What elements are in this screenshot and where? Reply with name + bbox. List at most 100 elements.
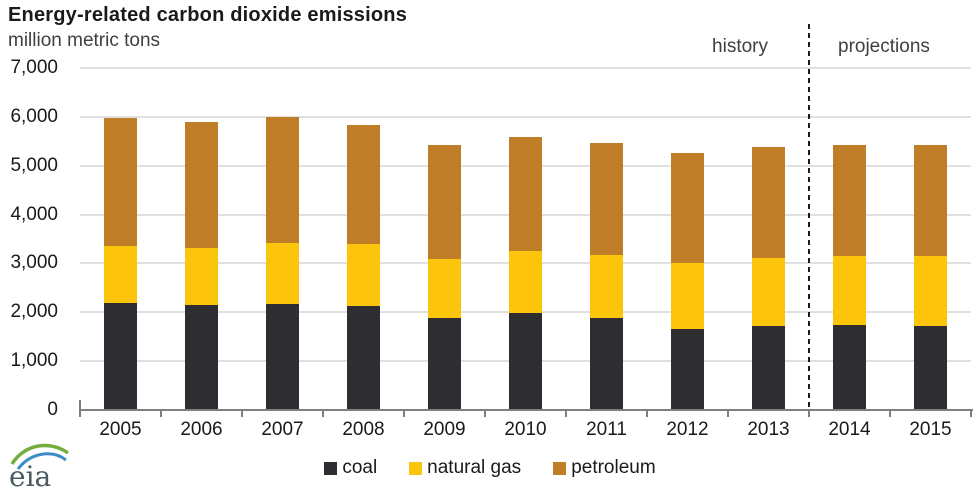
- bar-segment-coal-2006: [185, 305, 218, 410]
- x-axis-label-2006: 2006: [180, 419, 223, 440]
- eia-logo-text: eia: [9, 460, 51, 490]
- stacked-bar-2013: [752, 146, 785, 410]
- bar-segment-petroleum-2010: [509, 136, 542, 251]
- y-axis-label-5000: 5,000: [10, 154, 58, 176]
- history-label: history: [712, 36, 768, 57]
- legend-item-petroleum: petroleum: [553, 457, 656, 479]
- gridline-7000: [80, 67, 971, 69]
- bar-segment-coal-2009: [428, 318, 461, 410]
- x-axis-label-2015: 2015: [909, 419, 952, 440]
- stacked-bar-2006: [185, 121, 218, 410]
- bar-segment-coal-2013: [752, 326, 785, 410]
- bar-segment-natural-gas-2013: [752, 258, 785, 327]
- bar-segment-coal-2014: [833, 324, 866, 410]
- legend-swatch-petroleum: [553, 461, 567, 475]
- y-axis-label-2000: 2,000: [10, 301, 58, 323]
- bar-segment-natural-gas-2010: [509, 250, 542, 314]
- x-axis-line: [79, 409, 973, 411]
- bar-slot-2014: [809, 68, 890, 410]
- eia-logo-green-arc: [10, 443, 70, 465]
- x-axis-tick-5: [484, 411, 486, 417]
- bar-segment-natural-gas-2006: [185, 248, 218, 306]
- plot-area: [80, 67, 971, 410]
- stacked-bar-2009: [428, 145, 461, 410]
- x-axis-tick-2: [241, 411, 243, 417]
- y-axis-label-6000: 6,000: [10, 105, 58, 127]
- bar-segment-natural-gas-2005: [104, 245, 137, 304]
- stacked-bar-2005: [104, 117, 137, 410]
- eia-logo-graphic: eia: [9, 443, 70, 492]
- bar-slot-2012: [647, 68, 728, 410]
- bar-segment-coal-2012: [671, 329, 704, 410]
- legend-label-natural-gas: natural gas: [427, 457, 522, 478]
- x-axis-label-2007: 2007: [261, 419, 304, 440]
- bar-segment-coal-2007: [266, 303, 299, 410]
- x-axis-label-2011: 2011: [586, 419, 627, 440]
- legend-swatch-coal: [324, 461, 338, 475]
- legend-item-coal: coal: [324, 457, 377, 479]
- bar-segment-coal-2011: [590, 318, 623, 410]
- stacked-bar-2015: [914, 145, 947, 410]
- bar-segment-petroleum-2011: [590, 143, 623, 256]
- legend-label-coal: coal: [342, 457, 378, 478]
- y-axis-corner-tick: [79, 400, 81, 409]
- bar-slot-2011: [566, 68, 647, 410]
- x-axis-tick-4: [403, 411, 405, 417]
- bar-segment-petroleum-2015: [914, 145, 947, 257]
- x-axis-tick-7: [646, 411, 648, 417]
- legend-item-natural-gas: natural gas: [409, 457, 521, 479]
- bar-slot-2008: [323, 68, 404, 410]
- x-axis-tick-8: [727, 411, 729, 417]
- x-axis-label-2005: 2005: [99, 419, 142, 440]
- x-axis-label-2013: 2013: [747, 419, 790, 440]
- bar-segment-petroleum-2006: [185, 121, 218, 249]
- x-axis-label-2009: 2009: [423, 419, 466, 440]
- x-axis-label-2008: 2008: [342, 419, 385, 440]
- stacked-bar-2014: [833, 145, 866, 410]
- bar-slot-2013: [728, 68, 809, 410]
- legend: coal natural gas petroleum: [0, 457, 980, 479]
- bar-segment-coal-2010: [509, 313, 542, 410]
- bar-slot-2010: [485, 68, 566, 410]
- bar-segment-petroleum-2014: [833, 145, 866, 257]
- x-axis-tick-10: [889, 411, 891, 417]
- x-axis-tick-6: [565, 411, 567, 417]
- bar-segment-coal-2008: [347, 305, 380, 410]
- stacked-bar-2008: [347, 125, 380, 410]
- bar-segment-natural-gas-2008: [347, 244, 380, 306]
- bar-slot-2006: [161, 68, 242, 410]
- bar-segment-natural-gas-2012: [671, 262, 704, 330]
- y-axis-label-7000: 7,000: [10, 57, 58, 78]
- bar-segment-petroleum-2012: [671, 152, 704, 263]
- stacked-bar-2007: [266, 116, 299, 410]
- x-axis-tick-3: [322, 411, 324, 417]
- bar-segment-petroleum-2005: [104, 117, 137, 246]
- history-projections-divider: [808, 24, 810, 410]
- x-axis-tick-11: [970, 411, 972, 417]
- x-axis-label-2010: 2010: [504, 419, 547, 440]
- stacked-bar-2011: [590, 143, 623, 410]
- eia-logo-blue-arc: [16, 452, 67, 470]
- bar-segment-petroleum-2013: [752, 146, 785, 259]
- bar-segment-natural-gas-2015: [914, 256, 947, 326]
- x-axis-tick-9: [808, 411, 810, 417]
- y-axis-label-3000: 3,000: [10, 252, 58, 274]
- bar-slot-2015: [890, 68, 971, 410]
- bar-slot-2007: [242, 68, 323, 410]
- x-axis-tick-1: [160, 411, 162, 417]
- bar-segment-natural-gas-2011: [590, 255, 623, 319]
- y-axis-label-1000: 1,000: [10, 350, 58, 372]
- y-axis-label-4000: 4,000: [10, 203, 58, 225]
- x-axis-tick-0: [79, 411, 81, 417]
- bar-segment-natural-gas-2007: [266, 243, 299, 304]
- projections-label: projections: [838, 36, 930, 57]
- stacked-bar-2012: [671, 152, 704, 410]
- eia-logo: eia: [4, 436, 76, 492]
- bar-segment-coal-2015: [914, 325, 947, 410]
- stacked-bar-2010: [509, 136, 542, 410]
- bar-slot-2009: [404, 68, 485, 410]
- chart-title: Energy-related carbon dioxide emissions: [8, 4, 408, 26]
- bar-slot-2005: [80, 68, 161, 410]
- bar-segment-petroleum-2008: [347, 125, 380, 245]
